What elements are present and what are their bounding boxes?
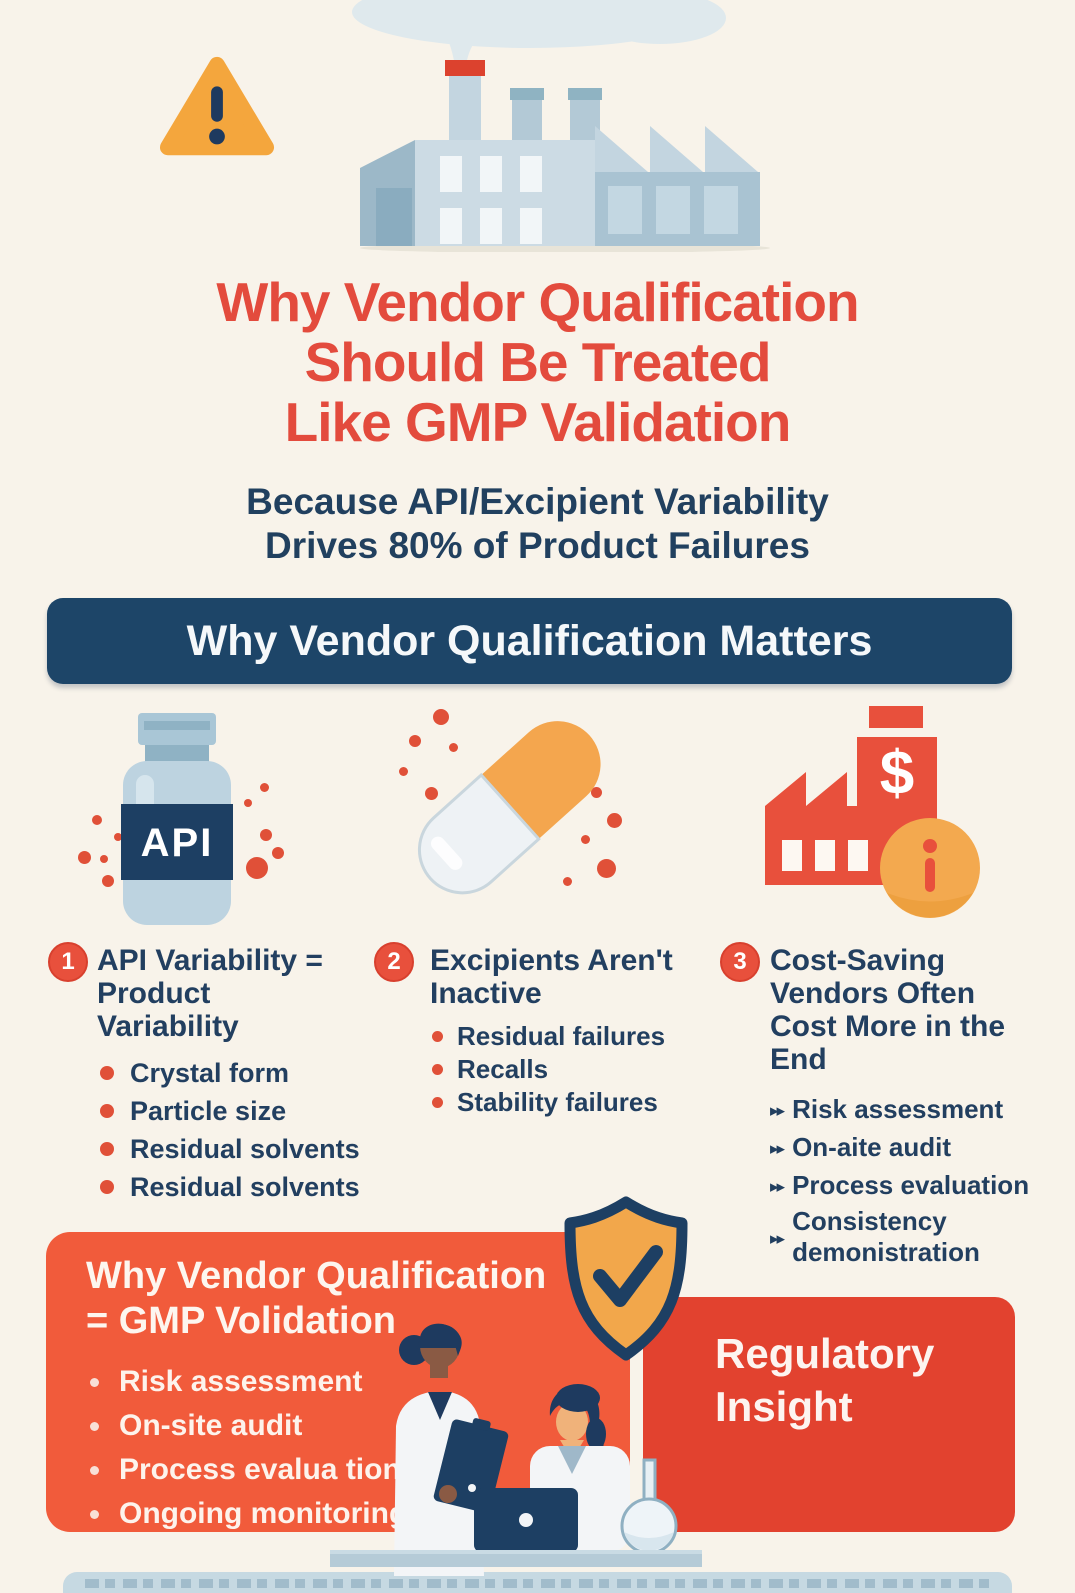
bullet-dot-icon <box>100 1180 114 1194</box>
step-number-1: 1 <box>48 942 88 982</box>
bullet-dot-icon <box>90 1465 99 1475</box>
page-subtitle: Because API/Excipient Variability Drives… <box>0 480 1075 568</box>
list-item: ▸▸ Risk assessment <box>770 1092 1036 1126</box>
bullet-dot-icon <box>90 1509 99 1519</box>
list-item: Risk assessment <box>90 1360 407 1404</box>
list-item: ▸▸ On-aite audit <box>770 1130 1036 1164</box>
title-line: Why Vendor Qualification <box>216 271 859 333</box>
factory-dollar-icon: $ <box>755 688 995 930</box>
column-3-heading: Cost-Saving Vendors Often Cost More in t… <box>770 944 1006 1076</box>
bullet-dot-icon <box>100 1104 114 1118</box>
section-banner: Why Vendor Qualification Matters <box>47 598 1012 684</box>
page-title: Why Vendor Qualification Should Be Treat… <box>0 272 1075 452</box>
capsule-graphic <box>417 721 601 895</box>
regulatory-box-title: Regulatory Insight <box>715 1330 935 1430</box>
subtitle-line: Drives 80% of Product Failures <box>265 525 810 566</box>
api-vial-icon: API <box>70 695 295 930</box>
chevron-double-icon: ▸▸ <box>770 1101 785 1120</box>
section-banner-label: Why Vendor Qualification Matters <box>186 616 873 665</box>
title-line: Like GMP Validation <box>284 391 792 453</box>
bullet-dot-icon <box>432 1064 443 1075</box>
bullet-dot-icon <box>90 1377 99 1387</box>
bullet-dot-icon <box>100 1066 114 1080</box>
list-item: ▸▸ Process evaluation <box>770 1168 1036 1202</box>
vial-graphic: API <box>121 713 233 925</box>
list-item: Crystal form <box>100 1054 360 1092</box>
bullet-dot-icon <box>432 1031 443 1042</box>
list-item: Ongoing monitoring <box>90 1492 407 1536</box>
factory-illustration <box>352 0 770 252</box>
list-item: Process evalua tion <box>90 1448 407 1492</box>
column-1-bullet-list: Crystal form Particle size Residual solv… <box>100 1054 360 1206</box>
list-item: Residual solvents <box>100 1130 360 1168</box>
column-2-bullet-list: Residual failures Recalls Stability fail… <box>432 1020 665 1119</box>
dollar-glyph: $ <box>880 739 914 808</box>
regulatory-insight-box: Regulatory Insight <box>643 1297 1015 1532</box>
list-item: Recalls <box>432 1053 665 1086</box>
shield-check-icon <box>564 1196 688 1361</box>
subtitle-line: Because API/Excipient Variability <box>246 481 829 522</box>
gmp-box-title: Why Vendor Qualification = GMP Volidatio… <box>86 1255 547 1342</box>
list-item: Residual solvents <box>100 1168 360 1206</box>
capsule-icon <box>395 695 625 915</box>
step-number-3: 3 <box>720 942 760 982</box>
bullet-dot-icon <box>90 1421 99 1431</box>
bullet-dot-icon <box>432 1097 443 1108</box>
factory-dollar-graphic: $ <box>765 706 980 918</box>
list-item: On-site audit <box>90 1404 407 1448</box>
chevron-double-icon: ▸▸ <box>770 1139 785 1158</box>
chevron-double-icon: ▸▸ <box>770 1177 785 1196</box>
bullet-dot-icon <box>100 1142 114 1156</box>
column-2-heading: Excipients Aren't Inactive <box>430 944 673 1010</box>
column-1-heading: API Variability = Product Variability <box>97 944 323 1043</box>
column-3-bullet-list: ▸▸ Risk assessment ▸▸ On-aite audit ▸▸ Proc… <box>770 1092 1036 1272</box>
warning-triangle-icon <box>159 56 275 156</box>
gmp-box-bullet-list: Risk assessment On-site audit Process ev… <box>90 1360 407 1536</box>
footer-bar <box>63 1572 1012 1593</box>
step-number-2: 2 <box>374 942 414 982</box>
chevron-double-icon: ▸▸ <box>770 1229 785 1248</box>
title-line: Should Be Treated <box>304 331 772 393</box>
list-item: Particle size <box>100 1092 360 1130</box>
list-item: Stability failures <box>432 1086 665 1119</box>
list-item: Residual failures <box>432 1020 665 1053</box>
vial-label: API <box>141 821 214 865</box>
scientists-illustration <box>330 1323 702 1576</box>
list-item: ▸▸ Consistency demonistration <box>770 1206 980 1267</box>
